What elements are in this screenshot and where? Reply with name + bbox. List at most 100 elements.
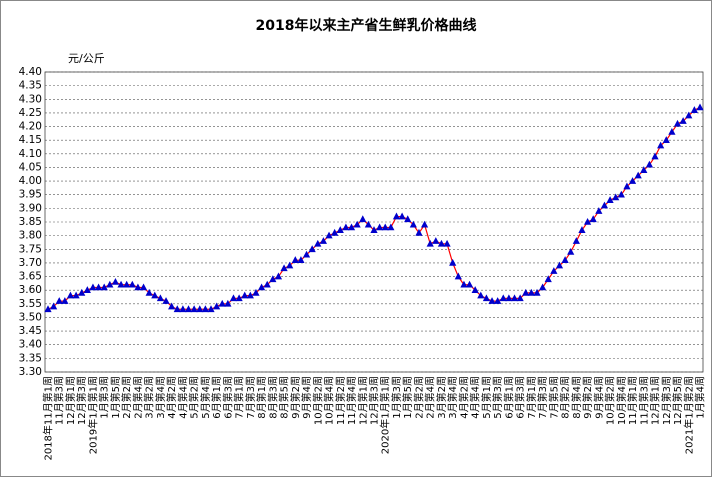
data-marker xyxy=(555,261,564,269)
data-marker xyxy=(61,297,69,304)
data-marker xyxy=(465,280,474,288)
x-tick-label: 8月第1周 xyxy=(255,376,268,419)
data-marker xyxy=(184,305,193,313)
data-marker xyxy=(589,215,597,223)
data-marker xyxy=(162,297,170,304)
chart-title: 2018年以来主产省生鲜乳价格曲线 xyxy=(256,17,477,34)
data-marker xyxy=(488,297,496,304)
data-marker xyxy=(128,280,136,288)
data-marker xyxy=(583,218,592,225)
x-tick-label: 1月第4周 xyxy=(694,376,707,419)
data-marker xyxy=(280,264,288,272)
data-marker xyxy=(634,171,642,179)
data-marker xyxy=(420,220,429,228)
data-marker xyxy=(437,239,446,247)
data-marker xyxy=(494,297,502,304)
data-marker xyxy=(550,267,558,274)
x-tick-label: 3月第4周 xyxy=(446,376,459,419)
x-tick-label: 4月第2周 xyxy=(165,376,178,419)
x-tick-label: 10月第4周 xyxy=(323,376,336,425)
data-marker xyxy=(207,305,215,313)
x-tick-label: 10月第4周 xyxy=(615,376,628,425)
data-marker xyxy=(567,248,575,255)
x-tick-label: 2018年11月第1周 xyxy=(42,376,55,461)
x-tick-label: 2月第4周 xyxy=(424,376,437,419)
data-marker xyxy=(286,261,294,269)
data-marker xyxy=(595,207,603,214)
x-tick-label: 3月第2周 xyxy=(435,376,448,419)
y-tick-label: 3.60 xyxy=(19,284,42,296)
data-marker xyxy=(123,280,131,288)
data-marker xyxy=(213,302,221,310)
data-marker xyxy=(55,297,63,304)
data-marker xyxy=(145,288,153,296)
data-marker xyxy=(657,141,665,149)
data-marker xyxy=(690,106,698,113)
data-marker xyxy=(432,237,440,244)
data-marker xyxy=(263,280,271,288)
y-tick-label: 3.65 xyxy=(19,271,42,283)
data-marker xyxy=(252,288,260,296)
data-marker xyxy=(72,291,80,299)
data-marker xyxy=(117,280,125,288)
data-marker xyxy=(274,272,283,280)
data-marker xyxy=(257,283,266,291)
data-marker xyxy=(668,128,676,135)
x-tick-label: 12月第3周 xyxy=(368,376,381,425)
data-marker xyxy=(415,228,423,236)
data-marker xyxy=(533,288,541,296)
x-tick-label: 5月第2周 xyxy=(188,376,201,419)
y-tick-label: 3.75 xyxy=(19,243,42,255)
data-marker xyxy=(460,280,468,288)
x-tick-label: 1月第5周 xyxy=(109,376,122,419)
x-tick-label: 10月第2周 xyxy=(604,376,617,425)
x-tick-label: 11月第3周 xyxy=(53,376,66,425)
y-tick-label: 4.15 xyxy=(19,134,42,146)
data-marker xyxy=(516,294,524,302)
x-tick-label: 11月第1周 xyxy=(626,376,639,425)
data-marker xyxy=(623,182,631,190)
data-marker xyxy=(139,283,148,291)
data-marker xyxy=(78,288,86,296)
x-tick-label: 7月第5周 xyxy=(547,376,560,419)
data-marker xyxy=(196,305,204,313)
data-marker xyxy=(179,305,187,313)
x-tick-label: 4月第4周 xyxy=(176,376,189,419)
data-marker xyxy=(628,177,637,184)
data-marker xyxy=(302,250,311,258)
data-marker xyxy=(578,226,586,233)
y-tick-label: 4.25 xyxy=(19,107,42,119)
data-marker xyxy=(235,294,243,302)
data-marker xyxy=(83,286,91,293)
data-marker xyxy=(319,237,328,244)
data-marker xyxy=(359,215,367,223)
data-marker xyxy=(308,245,316,253)
y-unit: 元/公斤 xyxy=(68,52,105,65)
x-tick-label: 8月第4周 xyxy=(570,376,583,419)
data-marker xyxy=(168,302,176,310)
data-marker xyxy=(606,196,614,203)
data-marker xyxy=(376,223,384,231)
plot-border xyxy=(44,71,704,373)
data-marker xyxy=(229,294,238,302)
data-marker xyxy=(297,256,305,263)
x-tick-label: 1月第3周 xyxy=(390,376,403,419)
x-tick-label: 8月第5周 xyxy=(278,376,291,419)
data-marker xyxy=(696,103,704,111)
x-tick-label: 3月第4周 xyxy=(154,376,167,419)
data-marker xyxy=(645,160,654,168)
x-tick-label: 2月第2周 xyxy=(120,376,133,419)
data-marker xyxy=(572,237,580,244)
y-tick-label: 3.30 xyxy=(19,366,42,378)
data-marker xyxy=(336,226,344,233)
y-tick-label: 3.70 xyxy=(19,257,42,269)
data-marker xyxy=(561,256,569,263)
data-marker xyxy=(387,223,395,231)
x-tick-label: 3月第2周 xyxy=(143,376,156,419)
x-tick-label: 5月第4周 xyxy=(199,376,212,419)
data-marker xyxy=(106,280,114,288)
data-marker xyxy=(89,283,97,291)
x-tick-label: 10月第2周 xyxy=(311,376,324,425)
data-marker xyxy=(454,272,462,280)
x-tick-label: 6月第3周 xyxy=(514,376,527,419)
